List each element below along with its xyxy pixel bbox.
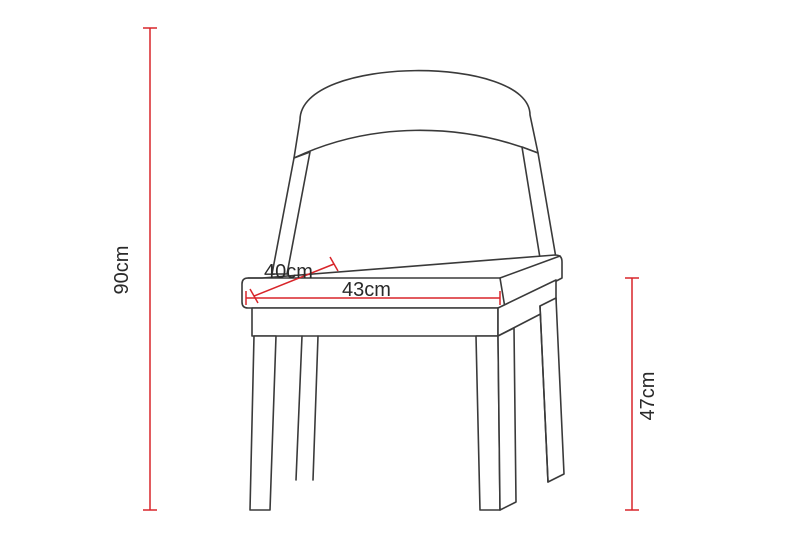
chair-front-left-leg (250, 336, 276, 510)
chair (242, 71, 564, 510)
dim-total-height-label: 90cm (111, 246, 133, 295)
chair-rear-left-post (272, 152, 310, 274)
dim-total-height: 90cm (111, 28, 157, 510)
dim-seat-height: 47cm (625, 278, 659, 510)
chair-rear-right-post (522, 147, 556, 258)
chair-rear-left-leg (296, 336, 318, 480)
chair-front-right-leg-side (498, 328, 516, 510)
dim-seat-width-label: 43cm (342, 279, 391, 301)
diagram-svg: 90cm 47cm 43cm 40cm (0, 0, 800, 533)
chair-front-right-leg (476, 336, 500, 510)
diagram-stage: 90cm 47cm 43cm 40cm (0, 0, 800, 533)
chair-apron-front (252, 308, 498, 336)
dim-seat-height-label: 47cm (637, 372, 659, 421)
dim-seat-depth-label: 40cm (264, 261, 313, 283)
chair-backrest (294, 71, 538, 158)
